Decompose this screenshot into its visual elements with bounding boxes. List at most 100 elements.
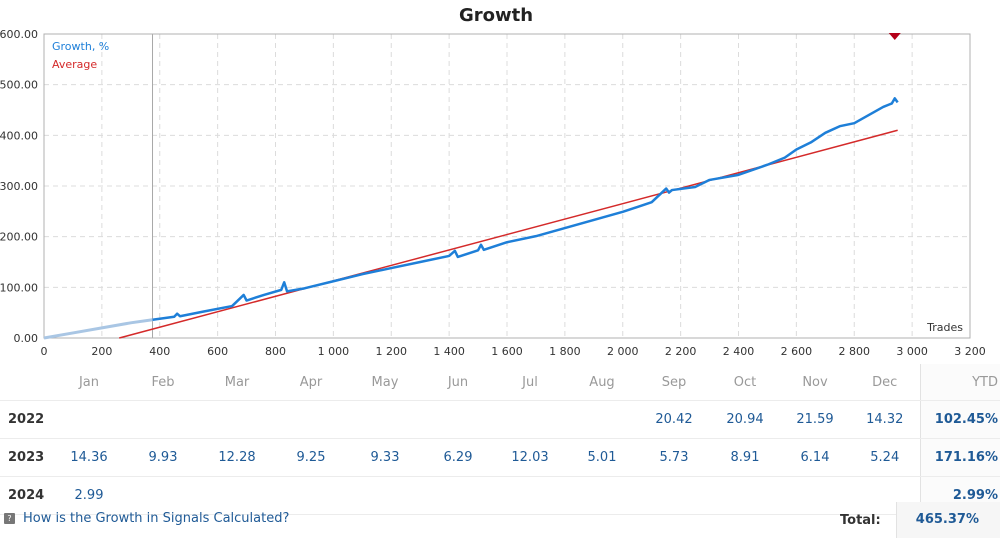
month-value-cell (200, 476, 274, 515)
month-value-cell: 5.24 (850, 438, 920, 477)
month-value-cell (274, 476, 348, 515)
month-header: Feb (126, 364, 200, 401)
month-value-cell: 9.93 (126, 438, 200, 477)
x-tick-label: 3 200 (954, 345, 986, 358)
x-tick-label: 1 000 (318, 345, 350, 358)
month-value-cell: 12.28 (200, 438, 274, 477)
series-growth-early-line (43, 318, 153, 340)
x-tick-label: 600 (207, 345, 228, 358)
month-value-cell (566, 476, 638, 515)
x-tick-label: 3 000 (896, 345, 928, 358)
table-row: 2023 14.36 9.93 12.28 9.25 9.33 6.29 12.03 5.01 5… (0, 438, 1000, 477)
total-label: Total: (840, 513, 881, 528)
month-value-cell: 14.32 (850, 400, 920, 439)
y-tick-label: 500.00 (0, 79, 38, 92)
month-header: Sep (638, 364, 710, 401)
table-header-row: Jan Feb Mar Apr May Jun Jul Aug Sep Oct Nov Dec YTD (0, 364, 1000, 401)
month-value-cell: 5.01 (566, 438, 638, 477)
x-tick-label: 2 200 (665, 345, 697, 358)
table-row: 2024 2.99 2.99% (0, 476, 1000, 515)
month-header: Apr (274, 364, 348, 401)
month-value-cell: 6.29 (422, 438, 494, 477)
y-tick-label: 100.00 (0, 281, 38, 294)
month-header: Aug (566, 364, 638, 401)
x-tick-label: 2 800 (839, 345, 871, 358)
x-tick-label: 2 600 (781, 345, 813, 358)
x-tick-label: 0 (41, 345, 48, 358)
month-value-cell (200, 400, 274, 439)
month-header: May (348, 364, 422, 401)
month-value-cell (638, 476, 710, 515)
x-axis-ticks: 0 200 400 600 800 1 000 1 200 1 400 1 600 1 800 2 … (41, 345, 986, 358)
month-header: Mar (200, 364, 274, 401)
growth-chart: Growth 0 200 400 600 800 1 000 1 200 1 400 1 600… (0, 5, 986, 358)
x-tick-label: 1 800 (549, 345, 581, 358)
month-value-cell: 20.42 (638, 400, 710, 439)
month-value-cell (348, 476, 422, 515)
month-value-cell: 20.94 (710, 400, 780, 439)
month-value-cell (422, 400, 494, 439)
series-growth-line (152, 97, 899, 321)
month-header: Oct (710, 364, 780, 401)
marker-icon (888, 33, 901, 40)
y-tick-label: 300.00 (0, 180, 38, 193)
month-header: Jun (422, 364, 494, 401)
x-tick-label: 1 200 (376, 345, 408, 358)
month-value-cell: 9.33 (348, 438, 422, 477)
x-tick-label: 400 (149, 345, 170, 358)
monthly-growth-table: Jan Feb Mar Apr May Jun Jul Aug Sep Oct Nov Dec YTD … (0, 364, 1000, 515)
month-header: Nov (780, 364, 850, 401)
month-value-cell (422, 476, 494, 515)
month-value-cell (126, 476, 200, 515)
month-value-cell: 21.59 (780, 400, 850, 439)
help-link-text: How is the Growth in Signals Calculated? (23, 511, 290, 526)
month-value-cell (780, 476, 850, 515)
x-tick-label: 2 000 (607, 345, 639, 358)
month-value-cell (566, 400, 638, 439)
ytd-header: YTD (919, 364, 1000, 401)
chart-grid (44, 34, 970, 338)
month-value-cell: 14.36 (52, 438, 126, 477)
month-value-cell: 5.73 (638, 438, 710, 477)
x-tick-label: 1 400 (433, 345, 465, 358)
x-tick-label: 1 600 (491, 345, 523, 358)
series-average-line (119, 129, 898, 339)
ytd-value-cell: 171.16% (919, 438, 1000, 477)
month-value-cell: 12.03 (494, 438, 566, 477)
month-value-cell: 2.99 (52, 476, 126, 515)
month-value-cell (710, 476, 780, 515)
table-row: 2022 20.42 20.94 21.59 14.32 102.45% (0, 400, 1000, 439)
x-axis-label: Trades (926, 321, 963, 334)
plot-area-border (43, 33, 971, 339)
x-tick-label: 800 (265, 345, 286, 358)
month-value-cell (274, 400, 348, 439)
year-cell: 2024 (0, 476, 52, 515)
total-value: 465.37% (896, 502, 1000, 538)
month-value-cell: 6.14 (780, 438, 850, 477)
y-axis-ticks: 0.00 100.00 200.00 300.00 400.00 500.00 600.00 (0, 28, 38, 345)
table-footer: ? How is the Growth in Signals Calculate… (0, 502, 1000, 538)
year-header (0, 364, 52, 401)
month-value-cell: 9.25 (274, 438, 348, 477)
month-value-cell (348, 400, 422, 439)
month-header: Dec (850, 364, 920, 401)
x-tick-label: 2 400 (723, 345, 755, 358)
chart-title: Growth (459, 5, 533, 26)
month-value-cell (494, 476, 566, 515)
y-tick-label: 0.00 (14, 332, 39, 345)
month-value-cell (494, 400, 566, 439)
help-link[interactable]: ? How is the Growth in Signals Calculate… (4, 511, 289, 526)
month-value-cell (52, 400, 126, 439)
x-tick-label: 200 (91, 345, 112, 358)
chart-series (43, 33, 901, 340)
legend-growth: Growth, % (52, 40, 109, 53)
legend-average: Average (52, 58, 97, 71)
year-cell: 2023 (0, 438, 52, 477)
month-header: Jan (52, 364, 126, 401)
month-value-cell (126, 400, 200, 439)
ytd-value-cell: 102.45% (919, 400, 1000, 439)
month-value-cell: 8.91 (710, 438, 780, 477)
month-header: Jul (494, 364, 566, 401)
y-tick-label: 200.00 (0, 231, 38, 244)
info-icon: ? (4, 513, 15, 524)
